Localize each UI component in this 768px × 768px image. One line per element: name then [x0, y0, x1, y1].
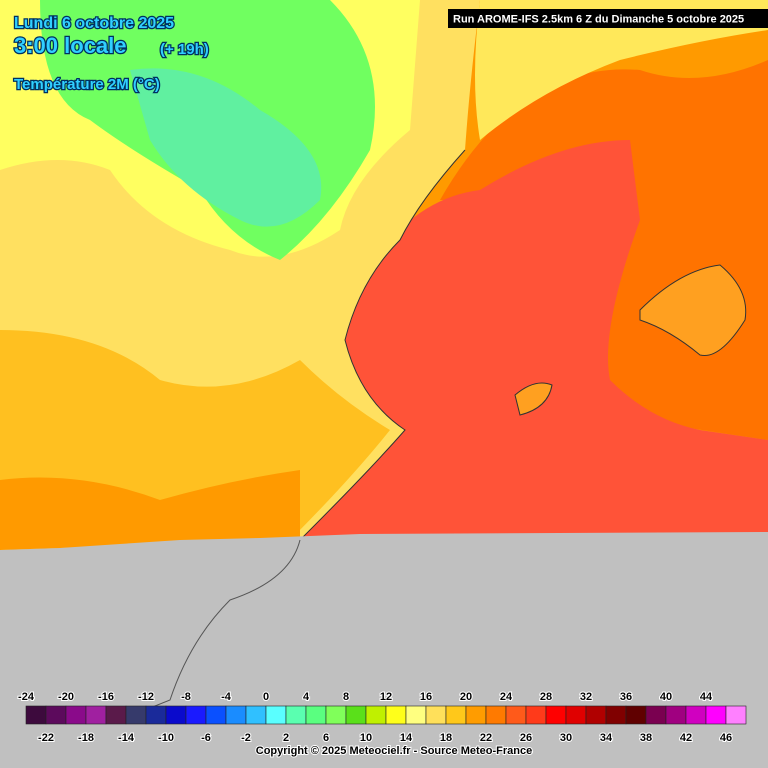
legend-label: 38: [640, 732, 652, 744]
legend-label: 4: [303, 691, 310, 703]
legend-swatch: [465, 705, 487, 725]
legend-swatch: [385, 705, 407, 725]
legend-label: 30: [560, 732, 572, 744]
land-coldest: [130, 68, 322, 227]
legend-swatch: [725, 705, 747, 725]
legend-label: 10: [360, 732, 372, 744]
legend-label: 24: [500, 691, 513, 703]
legend-label: -14: [118, 732, 135, 744]
legend-swatch: [265, 705, 287, 725]
sea-warm: [300, 140, 768, 540]
legend-label: 26: [520, 732, 532, 744]
legend-swatch: [445, 705, 467, 725]
legend-label: 6: [323, 732, 329, 744]
legend-swatch: [705, 705, 727, 725]
legend-label: -6: [201, 732, 211, 744]
coast-north: [475, 0, 768, 140]
legend-swatch: [545, 705, 567, 725]
legend-label: -10: [158, 732, 174, 744]
legend-swatch: [485, 705, 507, 725]
date: Lundi 6 octobre 2025: [14, 15, 174, 32]
legend-label: 2: [283, 732, 289, 744]
mallorca: [639, 264, 747, 357]
legend-swatch: [225, 705, 247, 725]
legend-swatch: [305, 705, 327, 725]
legend-swatch: [325, 705, 347, 725]
legend-swatch: [285, 705, 307, 725]
lead-time: (+ 19h): [160, 41, 209, 58]
legend-label: 8: [343, 691, 349, 703]
legend-swatch: [205, 705, 227, 725]
legend-label: 36: [620, 691, 632, 703]
legend-swatch: [505, 705, 527, 725]
legend-label: 42: [680, 732, 692, 744]
run-box: [448, 9, 768, 28]
legend-swatch: [185, 705, 207, 725]
legend-label: 34: [600, 732, 613, 744]
legend-label: 32: [580, 691, 592, 703]
legend-label: 28: [540, 691, 552, 703]
legend-label: 46: [720, 732, 732, 744]
legend-swatch: [425, 705, 447, 725]
coastline-south: [119, 539, 301, 721]
legend-swatch: [25, 705, 47, 725]
legend-swatch: [625, 705, 647, 725]
legend-swatch: [245, 705, 267, 725]
legend-swatch: [665, 705, 687, 725]
legend-swatch: [565, 705, 587, 725]
legend-swatch: [105, 705, 127, 725]
legend-label: 44: [700, 691, 713, 703]
run-info: Run AROME-IFS 2.5km 6 Z du Dimanche 5 oc…: [453, 14, 744, 26]
legend-label: -8: [181, 691, 191, 703]
legend-swatch: [645, 705, 667, 725]
legend-label: -2: [241, 732, 251, 744]
legend-swatch: [405, 705, 427, 725]
legend-swatch: [585, 705, 607, 725]
legend-swatch: [365, 705, 387, 725]
legend-label: 16: [420, 691, 432, 703]
legend-label: -22: [38, 732, 54, 744]
legend-label: -16: [98, 691, 114, 703]
legend-label: 12: [380, 691, 392, 703]
coastline: [299, 149, 466, 541]
legend-swatch: [45, 705, 67, 725]
legend: -24 -20 -16 -12 -8 -4 0 4 8 12 16 20 24 28 32 36 40 44-22…: [17, 690, 747, 745]
legend-swatch: [165, 705, 187, 725]
legend-label: 14: [400, 732, 413, 744]
variable: Température 2M (°C): [14, 76, 160, 93]
legend-label: 18: [440, 732, 452, 744]
legend-label: 22: [480, 732, 492, 744]
legend-swatch: [685, 705, 707, 725]
time: 3:00 locale: [14, 33, 127, 58]
legend-label: -18: [78, 732, 94, 744]
legend-swatch: [525, 705, 547, 725]
legend-swatch: [345, 705, 367, 725]
no-data-area: [0, 532, 768, 768]
legend-label: -20: [58, 691, 74, 703]
legend-label: 20: [460, 691, 472, 703]
legend-swatch: [605, 705, 627, 725]
legend-label: 0: [263, 691, 269, 703]
legend-swatch: [85, 705, 107, 725]
legend-label: -12: [138, 691, 154, 703]
legend-label: 40: [660, 691, 672, 703]
legend-swatch: [65, 705, 87, 725]
ibiza: [514, 382, 553, 416]
legend-label: -24: [18, 691, 35, 703]
land-warmest: [0, 470, 300, 550]
legend-swatch: [145, 705, 167, 725]
legend-swatch: [125, 705, 147, 725]
legend-label: -4: [221, 691, 232, 703]
copyright: Copyright © 2025 Meteociel.fr - Source M…: [256, 745, 532, 757]
